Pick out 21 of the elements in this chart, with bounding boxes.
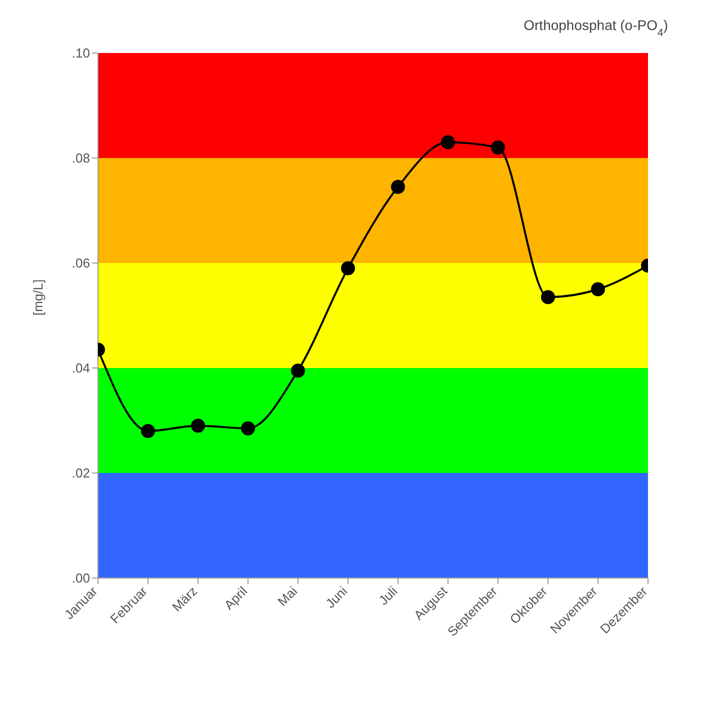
y-axis-title: [mg/L] [30, 279, 46, 316]
point [141, 424, 155, 438]
x-tick-label: Mai [274, 583, 300, 609]
point [541, 290, 555, 304]
point [341, 261, 355, 276]
point [241, 421, 255, 436]
point [191, 418, 205, 433]
point [391, 180, 405, 194]
x-tick-label: Juni [322, 583, 350, 611]
point [591, 282, 605, 296]
x-tick-label: Juli [376, 583, 400, 608]
y-tick-label: .00 [72, 570, 90, 586]
point [441, 135, 455, 150]
y-tick-label: .02 [72, 466, 90, 481]
y-tick-label: .04 [72, 360, 90, 376]
y-tick-label: .10 [72, 46, 90, 61]
y-tick-label: .08 [72, 150, 90, 166]
point [291, 364, 305, 378]
chart-title: Orthophosphat (o-PO$_{4}$) [524, 17, 668, 39]
y-tick-label: .06 [72, 256, 90, 271]
point [491, 140, 505, 154]
